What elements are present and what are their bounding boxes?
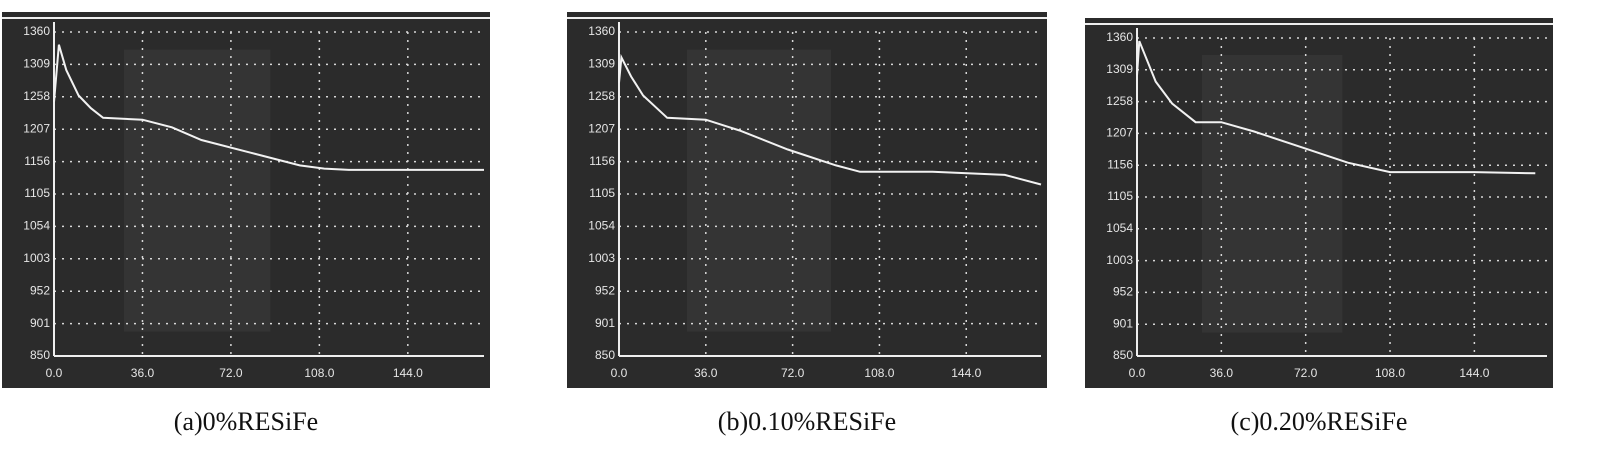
y-tick-label: 1309 <box>588 57 615 71</box>
x-tick-label: 0.0 <box>1129 366 1146 380</box>
y-tick-label: 1207 <box>588 121 615 135</box>
y-tick-label: 850 <box>30 348 50 362</box>
curve <box>53 44 484 171</box>
y-tick-label: 1054 <box>1106 221 1133 235</box>
y-tick-label: 850 <box>595 348 615 362</box>
x-tick-label: 72.0 <box>781 366 805 380</box>
y-tick-label: 1003 <box>588 251 615 265</box>
y-tick-label: 901 <box>595 316 615 330</box>
y-tick-label: 1054 <box>23 219 50 233</box>
y-tick-label: 1156 <box>589 154 615 168</box>
y-tick-label: 1156 <box>1107 157 1133 171</box>
x-tick-label: 108.0 <box>1375 366 1405 380</box>
y-tick-label: 952 <box>30 283 50 297</box>
y-tick-label: 1258 <box>23 89 50 103</box>
caption: (b)0.10%RESiFe <box>718 407 896 436</box>
caption: (c)0.20%RESiFe <box>1231 407 1408 436</box>
y-tick-label: 1156 <box>24 154 50 168</box>
y-tick-label: 952 <box>1113 285 1133 299</box>
y-tick-label: 850 <box>1113 348 1133 362</box>
x-tick-label: 72.0 <box>1294 366 1318 380</box>
y-tick-label: 901 <box>30 316 50 330</box>
y-tick-label: 1258 <box>588 89 615 103</box>
panel: 850 901 952 1003 1054 1105 1156 1207 1258 1309 136… <box>2 12 490 436</box>
panel-shade <box>124 49 271 332</box>
x-tick-label: 144.0 <box>393 366 423 380</box>
curve <box>618 53 1042 186</box>
x-tick-label: 0.0 <box>46 366 63 380</box>
x-tick-label: 108.0 <box>864 366 894 380</box>
x-tick-label: 72.0 <box>219 366 243 380</box>
y-tick-label: 1003 <box>23 251 50 265</box>
x-tick-label: 144.0 <box>1459 366 1489 380</box>
y-tick-label: 1360 <box>23 24 50 38</box>
y-tick-label: 952 <box>595 283 615 297</box>
y-tick-label: 1360 <box>588 24 615 38</box>
panel-shade <box>1202 55 1343 333</box>
y-tick-label: 1207 <box>23 121 50 135</box>
x-tick-label: 0.0 <box>611 366 628 380</box>
y-tick-label: 1207 <box>1106 126 1133 140</box>
panel-shade <box>687 49 831 332</box>
caption: (a)0%RESiFe <box>174 407 318 436</box>
y-tick-label: 1105 <box>1107 189 1133 203</box>
y-tick-label: 1105 <box>24 186 50 200</box>
y-tick-label: 1003 <box>1106 253 1133 267</box>
y-tick-label: 1105 <box>589 186 615 200</box>
x-tick-label: 36.0 <box>131 366 155 380</box>
x-tick-label: 144.0 <box>951 366 981 380</box>
y-tick-label: 1360 <box>1106 30 1133 44</box>
y-tick-label: 1054 <box>588 219 615 233</box>
y-tick-label: 1309 <box>23 57 50 71</box>
y-tick-label: 901 <box>1113 316 1133 330</box>
x-tick-label: 36.0 <box>1210 366 1234 380</box>
y-tick-label: 1309 <box>1106 62 1133 76</box>
panel: 850 901 952 1003 1054 1105 1156 1207 1258 1309 136… <box>1085 18 1553 436</box>
x-tick-label: 36.0 <box>694 366 718 380</box>
panel: 850 901 952 1003 1054 1105 1156 1207 1258 1309 136… <box>567 12 1047 436</box>
y-tick-label: 1258 <box>1106 94 1133 108</box>
curve <box>1136 40 1536 175</box>
x-tick-label: 108.0 <box>304 366 334 380</box>
